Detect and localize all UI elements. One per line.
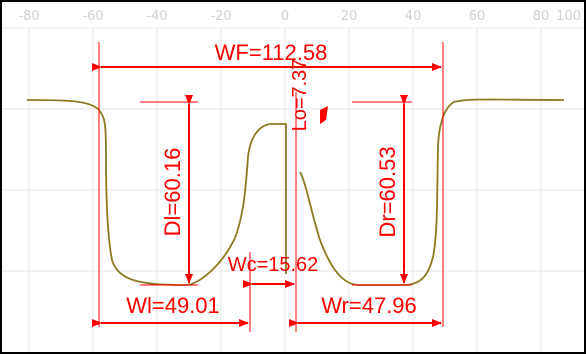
wr-label: Wr=47.96 <box>321 293 417 318</box>
lo-annotation: Lo=7.37 <box>289 59 328 132</box>
wf-dimension: WF=112.58 <box>92 40 442 71</box>
wc-label: Wc=15.62 <box>228 254 319 276</box>
lo-label: Lo=7.37 <box>289 59 311 132</box>
wc-dimension: Wc=15.62 <box>228 254 319 288</box>
profile-curve <box>26 98 565 286</box>
tick-label: 80 <box>533 9 550 24</box>
tick-label: -80 <box>18 9 39 24</box>
tick-label: -40 <box>146 9 167 24</box>
dl-dimension: Dl=60.16 <box>160 95 193 284</box>
tick-label: 0 <box>281 9 289 24</box>
wf-label: WF=112.58 <box>215 40 328 65</box>
dr-dimension: Dr=60.53 <box>375 95 408 284</box>
dl-label: Dl=60.16 <box>160 148 185 237</box>
tick-label: 100 <box>556 9 581 24</box>
tick-label: -20 <box>210 9 231 24</box>
dr-label: Dr=60.53 <box>375 146 400 237</box>
tick-label: 40 <box>405 9 422 24</box>
tick-label: 20 <box>341 9 358 24</box>
wr-dimension: Wr=47.96 <box>289 293 442 327</box>
wl-label: Wl=49.01 <box>126 293 220 318</box>
tick-label: 60 <box>469 9 486 24</box>
lo-marker <box>320 106 328 124</box>
tick-label: -60 <box>82 9 103 24</box>
wl-dimension: Wl=49.01 <box>92 293 249 327</box>
axis-tick-labels: -80 -60 -40 -20 0 20 40 60 80 100 <box>18 9 581 24</box>
